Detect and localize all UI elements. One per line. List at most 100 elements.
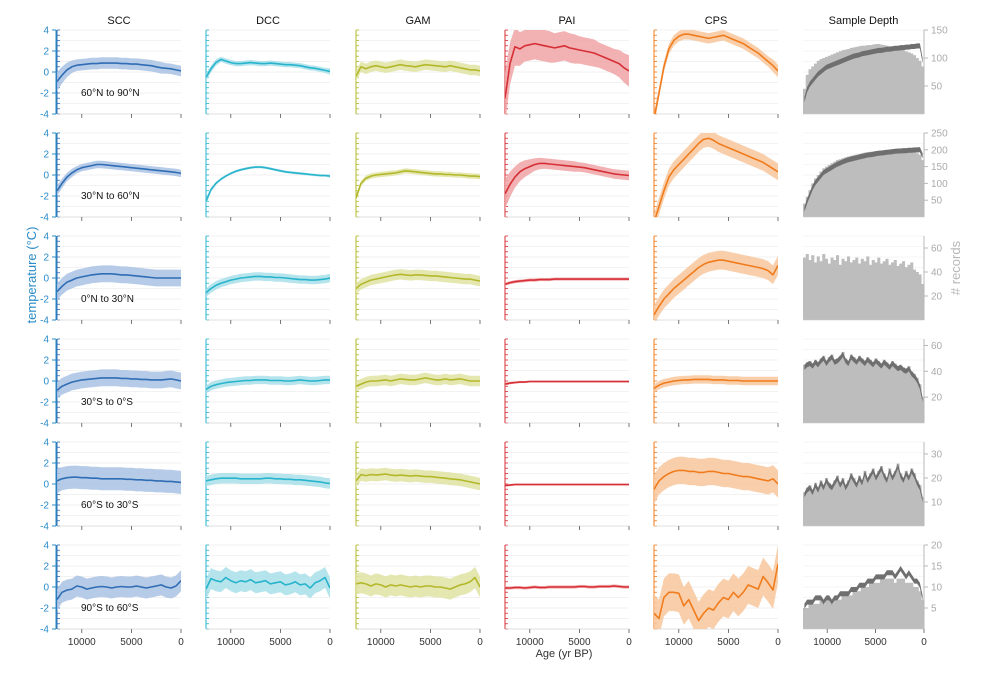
depth-bar [918,591,922,629]
panel-sample-depth: 250 200 150 100 50 [803,129,948,218]
depth-bar [836,159,840,217]
depth-bar [918,485,922,526]
depth-bar [816,175,820,217]
depth-bar [838,482,842,526]
panel-gam [355,29,481,118]
depth-bar [852,155,856,217]
depth-bar [808,485,812,526]
depth-bar [827,357,831,423]
depth-bar [819,171,823,217]
depth-bar [882,261,886,320]
depth-axis-label: # records [948,240,963,295]
depth-bar [893,363,897,423]
y-tick-label: -2 [40,89,49,100]
depth-bar [858,263,862,320]
plot-area [57,369,181,399]
depth-bar [880,263,884,320]
depth-bar [904,151,908,217]
depth-bar [827,263,831,320]
y-tick-label: 0 [43,274,49,285]
uncertainty-band [206,165,330,205]
depth-bar [841,258,845,320]
depth-tick-label: 30 [931,450,943,461]
depth-tick-label: 60 [931,244,943,255]
x-tick-label: 5000 [568,637,591,648]
depth-bar [805,74,809,114]
depth-tick-label: 150 [931,162,948,173]
depth-bar [849,473,853,526]
depth-bar [805,362,809,423]
depth-bar [871,151,875,217]
depth-bar [822,168,826,217]
depth-bar [921,159,925,217]
panel-cps [653,235,779,324]
depth-bar [899,578,903,629]
uncertainty-band [57,57,181,91]
column-title-gam: GAM [405,15,430,27]
panel-scc: 60°S to 30°S [56,441,182,530]
row-1: 4 2 0 -2 -4 30°N to 60°N 250 200 150 100 50 [40,129,948,224]
depth-bar [899,473,903,526]
depth-bar [849,47,853,114]
depth-bar [836,358,840,423]
depth-upper-band [804,351,923,403]
depth-bar [902,50,906,114]
depth-bar [907,52,911,114]
x-tick-label: 0 [921,637,927,648]
depth-bar [808,69,812,114]
x-tick-label: 0 [477,637,483,648]
y-tick-label: 2 [43,562,49,573]
depth-bar [819,261,823,320]
depth-bar [921,66,925,114]
depth-bar [816,603,820,629]
depth-bar [904,582,908,629]
y-tick-label: 4 [43,335,49,346]
y-tick-label: 4 [43,129,49,140]
panel-dcc [205,132,331,221]
depth-bar [871,468,875,526]
depth-bar [882,150,886,217]
depth-bar [910,262,914,320]
depth-bar [907,475,911,526]
y-tick-label: 0 [43,583,49,594]
column-title-scc: SCC [107,15,130,27]
panel-scc: 60°N to 90°N [56,29,182,118]
depth-bar [805,254,809,320]
x-tick-label: 10000 [516,637,544,648]
region-label: 60°S to 30°S [81,500,139,511]
x-tick-label: 10000 [813,637,841,648]
depth-bar [814,482,818,526]
depth-bar [877,470,881,526]
column-title-cps: CPS [705,15,728,27]
depth-bar [866,478,870,526]
depth-bar [877,150,881,217]
depth-bar [871,362,875,423]
x-tick-label: 0 [626,637,632,648]
depth-bar [830,603,834,629]
depth-bar [811,490,815,526]
depth-bar [811,603,815,629]
depth-bar [825,258,829,320]
depth-bar [880,578,884,629]
depth-bar [893,582,897,629]
uncertainty-band [356,269,480,294]
depth-bar [858,153,862,217]
depth-bar [819,358,823,423]
depth-bar [866,45,870,114]
panel-dcc: 10000 5000 0 [205,544,333,648]
depth-bar [858,46,862,115]
depth-bar [871,260,875,320]
depth-bar [825,599,829,629]
panel-dcc [205,338,331,427]
depth-bar [830,354,834,423]
depth-bar [811,363,815,423]
depth-bar [858,591,862,629]
depth-bar [847,256,851,320]
depth-bar [855,154,859,217]
plot-area [206,375,330,394]
depth-bar [808,603,812,629]
depth-bar [825,478,829,526]
panel-cps [653,132,779,221]
depth-bar [830,485,834,526]
